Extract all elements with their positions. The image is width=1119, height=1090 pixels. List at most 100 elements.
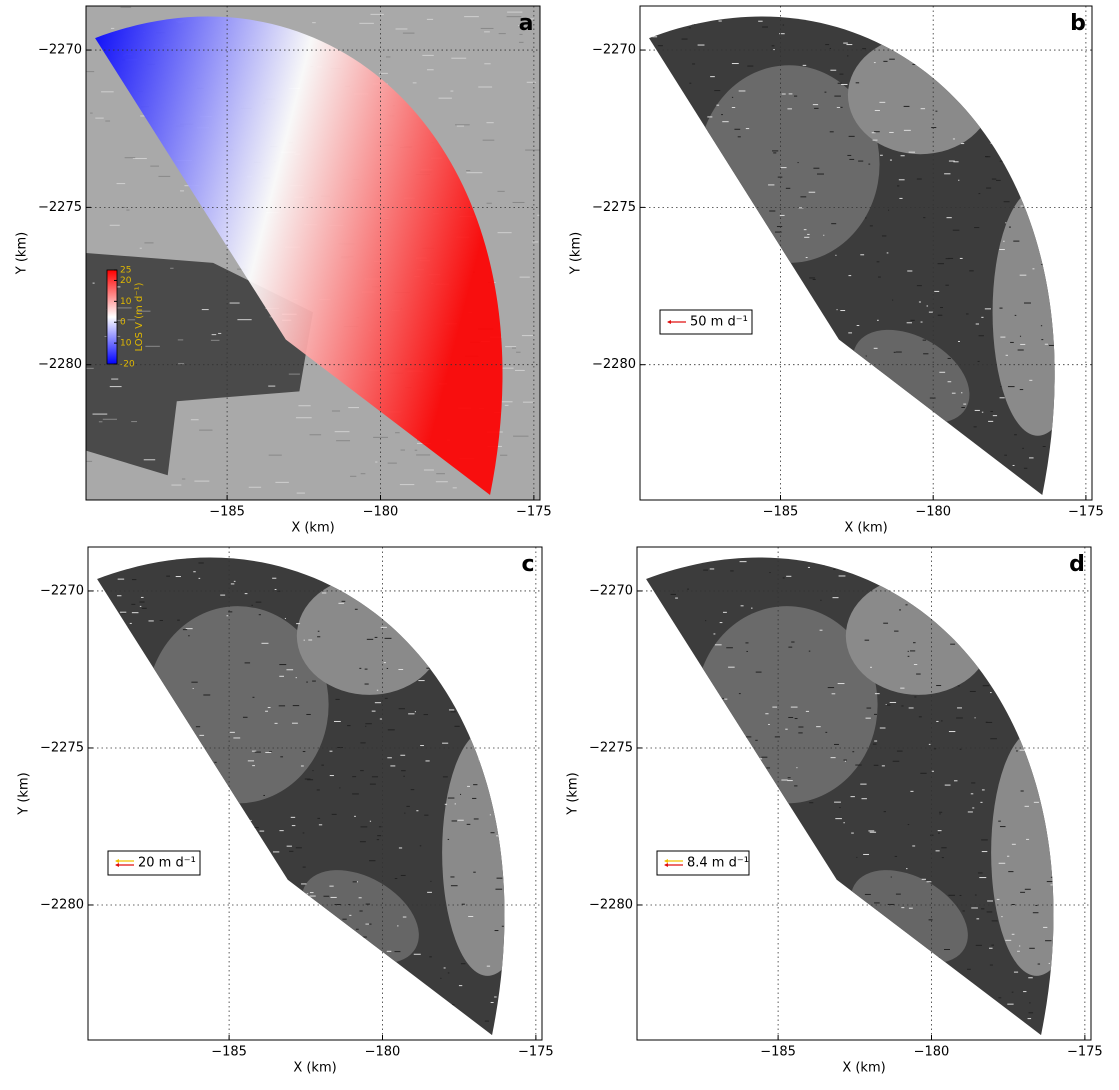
speckle xyxy=(1091,929,1096,930)
speckle xyxy=(887,252,889,253)
y-tick-label: −2275 xyxy=(589,740,633,755)
speckle xyxy=(1004,455,1007,456)
speckle xyxy=(722,698,724,699)
speckle xyxy=(714,90,720,91)
texture xyxy=(515,370,525,371)
speckle xyxy=(931,127,936,128)
texture xyxy=(464,16,479,17)
speckle xyxy=(787,780,793,781)
speckle xyxy=(1043,446,1046,447)
texture xyxy=(499,33,506,34)
colorbar-tick-label: 10 xyxy=(120,339,132,349)
texture xyxy=(312,22,316,23)
speckle xyxy=(214,762,216,763)
speckle xyxy=(769,211,775,212)
speckle xyxy=(779,33,785,34)
speckle xyxy=(958,341,960,342)
speckle xyxy=(380,719,383,720)
x-axis-label: X (km) xyxy=(291,521,334,536)
speckle xyxy=(365,723,371,724)
speckle xyxy=(495,930,499,931)
speckle xyxy=(870,667,872,668)
speckle xyxy=(1015,315,1017,316)
speckle xyxy=(939,812,942,813)
texture xyxy=(500,455,507,456)
speckle xyxy=(874,902,880,903)
speckle xyxy=(353,881,357,882)
speckle xyxy=(713,633,715,634)
speckle xyxy=(342,601,346,602)
speckle xyxy=(1007,1004,1013,1005)
speckle xyxy=(888,210,889,211)
texture xyxy=(150,166,159,167)
speckle xyxy=(975,717,976,718)
speckle xyxy=(806,711,809,712)
speckle xyxy=(873,744,877,745)
speckle xyxy=(280,756,283,757)
speckle xyxy=(838,683,845,684)
speckle xyxy=(292,825,295,826)
speckle xyxy=(831,757,836,758)
speckle xyxy=(941,720,943,721)
y-tick-label: −2280 xyxy=(589,897,633,912)
speckle xyxy=(474,818,479,819)
speckle xyxy=(738,136,741,137)
texture xyxy=(180,190,184,191)
speckle xyxy=(259,614,261,615)
speckle xyxy=(981,317,983,318)
speckle xyxy=(372,776,378,777)
speckle xyxy=(882,765,885,766)
speckle xyxy=(220,595,225,596)
speckle xyxy=(957,707,962,708)
texture xyxy=(513,202,525,203)
texture xyxy=(505,346,516,347)
speckle xyxy=(385,638,392,639)
speckle xyxy=(825,732,827,733)
texture xyxy=(170,268,173,269)
speckle xyxy=(301,883,306,884)
speckle xyxy=(813,279,816,280)
speckle xyxy=(1041,339,1043,340)
texture xyxy=(178,363,184,364)
speckle xyxy=(778,177,783,178)
speckle xyxy=(953,230,960,231)
speckle xyxy=(883,61,887,62)
speckle xyxy=(904,106,910,107)
texture xyxy=(269,455,282,456)
speckle xyxy=(1029,1002,1030,1003)
speckle xyxy=(196,726,200,727)
speckle xyxy=(304,640,305,641)
speckle xyxy=(1000,386,1001,387)
speckle xyxy=(851,796,855,797)
texture xyxy=(95,118,103,119)
texture xyxy=(451,58,466,59)
speckle xyxy=(870,225,873,226)
speckle xyxy=(734,129,740,130)
speckle xyxy=(920,773,926,774)
speckle xyxy=(330,751,333,752)
speckle xyxy=(992,920,998,921)
speckle xyxy=(875,693,880,694)
speckle xyxy=(450,876,454,877)
speckle xyxy=(900,688,904,689)
speckle xyxy=(940,307,943,308)
speckle xyxy=(741,605,744,606)
speckle xyxy=(847,155,851,156)
speckle xyxy=(987,911,993,912)
texture xyxy=(525,150,541,151)
speckle xyxy=(782,94,786,95)
speckle xyxy=(491,832,495,833)
speckle xyxy=(947,217,952,218)
texture xyxy=(103,419,117,420)
texture xyxy=(505,405,509,406)
speckle xyxy=(395,878,398,879)
y-tick-label: −2280 xyxy=(38,357,82,372)
speckle xyxy=(330,897,336,898)
speckle xyxy=(379,826,382,827)
texture xyxy=(370,14,383,15)
speckle xyxy=(789,93,793,94)
speckle xyxy=(256,602,262,603)
speckle xyxy=(934,748,936,749)
speckle xyxy=(886,704,887,705)
image xyxy=(88,547,546,1040)
